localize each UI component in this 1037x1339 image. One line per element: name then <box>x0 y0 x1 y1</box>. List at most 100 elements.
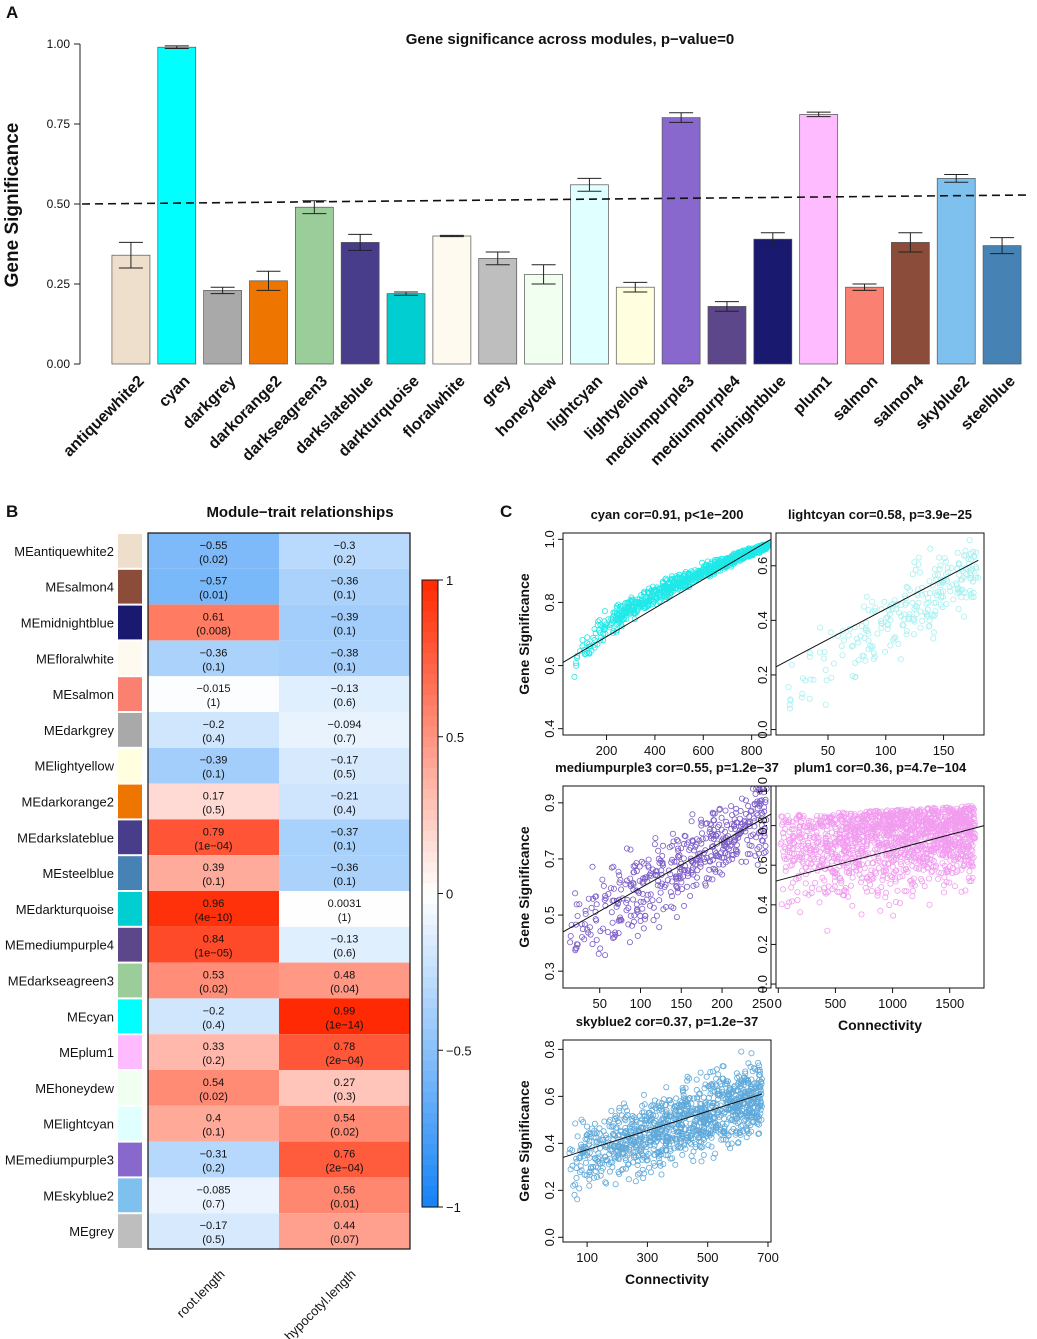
data-point <box>790 826 797 833</box>
data-point <box>610 863 617 870</box>
module-swatch <box>118 1106 142 1141</box>
bar-mediumpurple3 <box>661 117 701 365</box>
data-point <box>761 546 768 553</box>
cell-pvalue: (0.6) <box>333 697 356 709</box>
data-point <box>677 1121 684 1128</box>
data-point <box>800 841 807 848</box>
data-point <box>720 854 727 861</box>
data-point <box>574 1133 581 1140</box>
data-point <box>959 814 966 821</box>
colorbar-step <box>422 1123 438 1135</box>
data-point <box>659 1100 666 1107</box>
data-point <box>970 594 977 601</box>
colorbar-step <box>422 998 438 1010</box>
data-point <box>875 824 882 831</box>
data-point <box>754 846 761 853</box>
colorbar-step <box>422 757 438 769</box>
data-point <box>571 1191 578 1198</box>
data-point <box>858 911 865 918</box>
data-point <box>664 877 671 884</box>
data-point <box>828 849 835 856</box>
data-point <box>754 861 761 868</box>
bar-floralwhite <box>432 235 472 365</box>
data-point <box>599 876 606 883</box>
data-point <box>641 591 648 598</box>
data-point <box>716 1091 723 1098</box>
data-point <box>672 1108 679 1115</box>
data-point <box>908 881 915 888</box>
data-point <box>643 1143 650 1150</box>
data-point <box>633 868 640 875</box>
data-point <box>605 891 612 898</box>
data-point <box>791 834 798 841</box>
data-point <box>806 695 813 702</box>
y-axis-label: Gene Significance <box>516 573 532 695</box>
data-point <box>784 903 791 910</box>
colorbar-step <box>422 684 438 696</box>
cell-value: −0.21 <box>331 791 359 803</box>
data-point <box>969 834 976 841</box>
data-point <box>780 886 787 893</box>
data-point <box>647 1139 654 1146</box>
data-point <box>695 1130 702 1137</box>
x-tick-label: 1500 <box>935 996 964 1011</box>
colorbar-tick-label: 1 <box>446 573 453 588</box>
data-point <box>634 932 641 939</box>
data-point <box>614 627 621 634</box>
data-point <box>865 637 872 644</box>
data-point <box>676 1144 683 1151</box>
data-point <box>679 1085 686 1092</box>
data-point <box>748 807 755 814</box>
colorbar-step <box>422 1050 438 1062</box>
data-point <box>674 889 681 896</box>
data-point <box>698 1158 705 1165</box>
bar-plum1 <box>799 114 839 365</box>
data-point <box>710 817 717 824</box>
data-point <box>597 928 604 935</box>
cell-value: −0.015 <box>197 683 231 695</box>
data-point <box>645 596 652 603</box>
y-tick-label: 0.3 <box>542 962 557 980</box>
data-point <box>898 613 905 620</box>
data-point <box>607 1147 614 1154</box>
data-point <box>658 1106 665 1113</box>
data-point <box>589 863 596 870</box>
heatmap-cell <box>148 1034 279 1070</box>
data-point <box>732 1087 739 1094</box>
data-point <box>754 1099 761 1106</box>
row-label: MEdarkorange2 <box>22 795 115 810</box>
data-point <box>625 1161 632 1168</box>
colorbar-step <box>422 736 438 748</box>
data-point <box>588 904 595 911</box>
data-point <box>793 876 800 883</box>
data-point <box>674 575 681 582</box>
data-point <box>834 888 841 895</box>
cell-pvalue: (0.1) <box>333 661 356 673</box>
data-point <box>572 947 579 954</box>
row-label: MEhoneydew <box>35 1081 114 1096</box>
row-label: MEantiquewhite2 <box>14 544 114 559</box>
plot-frame <box>775 532 985 736</box>
data-point <box>831 841 838 848</box>
cell-pvalue: (0.1) <box>202 769 225 781</box>
data-point <box>647 902 654 909</box>
data-point <box>887 821 894 828</box>
data-point <box>701 856 708 863</box>
data-point <box>917 624 924 631</box>
data-point <box>700 565 707 572</box>
data-point <box>608 909 615 916</box>
data-point <box>729 856 736 863</box>
data-point <box>926 901 933 908</box>
data-point <box>567 1166 574 1173</box>
data-point <box>730 1112 737 1119</box>
data-point <box>874 630 881 637</box>
data-point <box>906 854 913 861</box>
colorbar-step <box>422 799 438 811</box>
data-point <box>868 888 875 895</box>
cell-pvalue: (1e−14) <box>325 1019 363 1031</box>
data-point <box>704 855 711 862</box>
y-tick-label: 0.4 <box>542 720 557 738</box>
data-point <box>780 819 787 826</box>
data-point <box>911 855 918 862</box>
